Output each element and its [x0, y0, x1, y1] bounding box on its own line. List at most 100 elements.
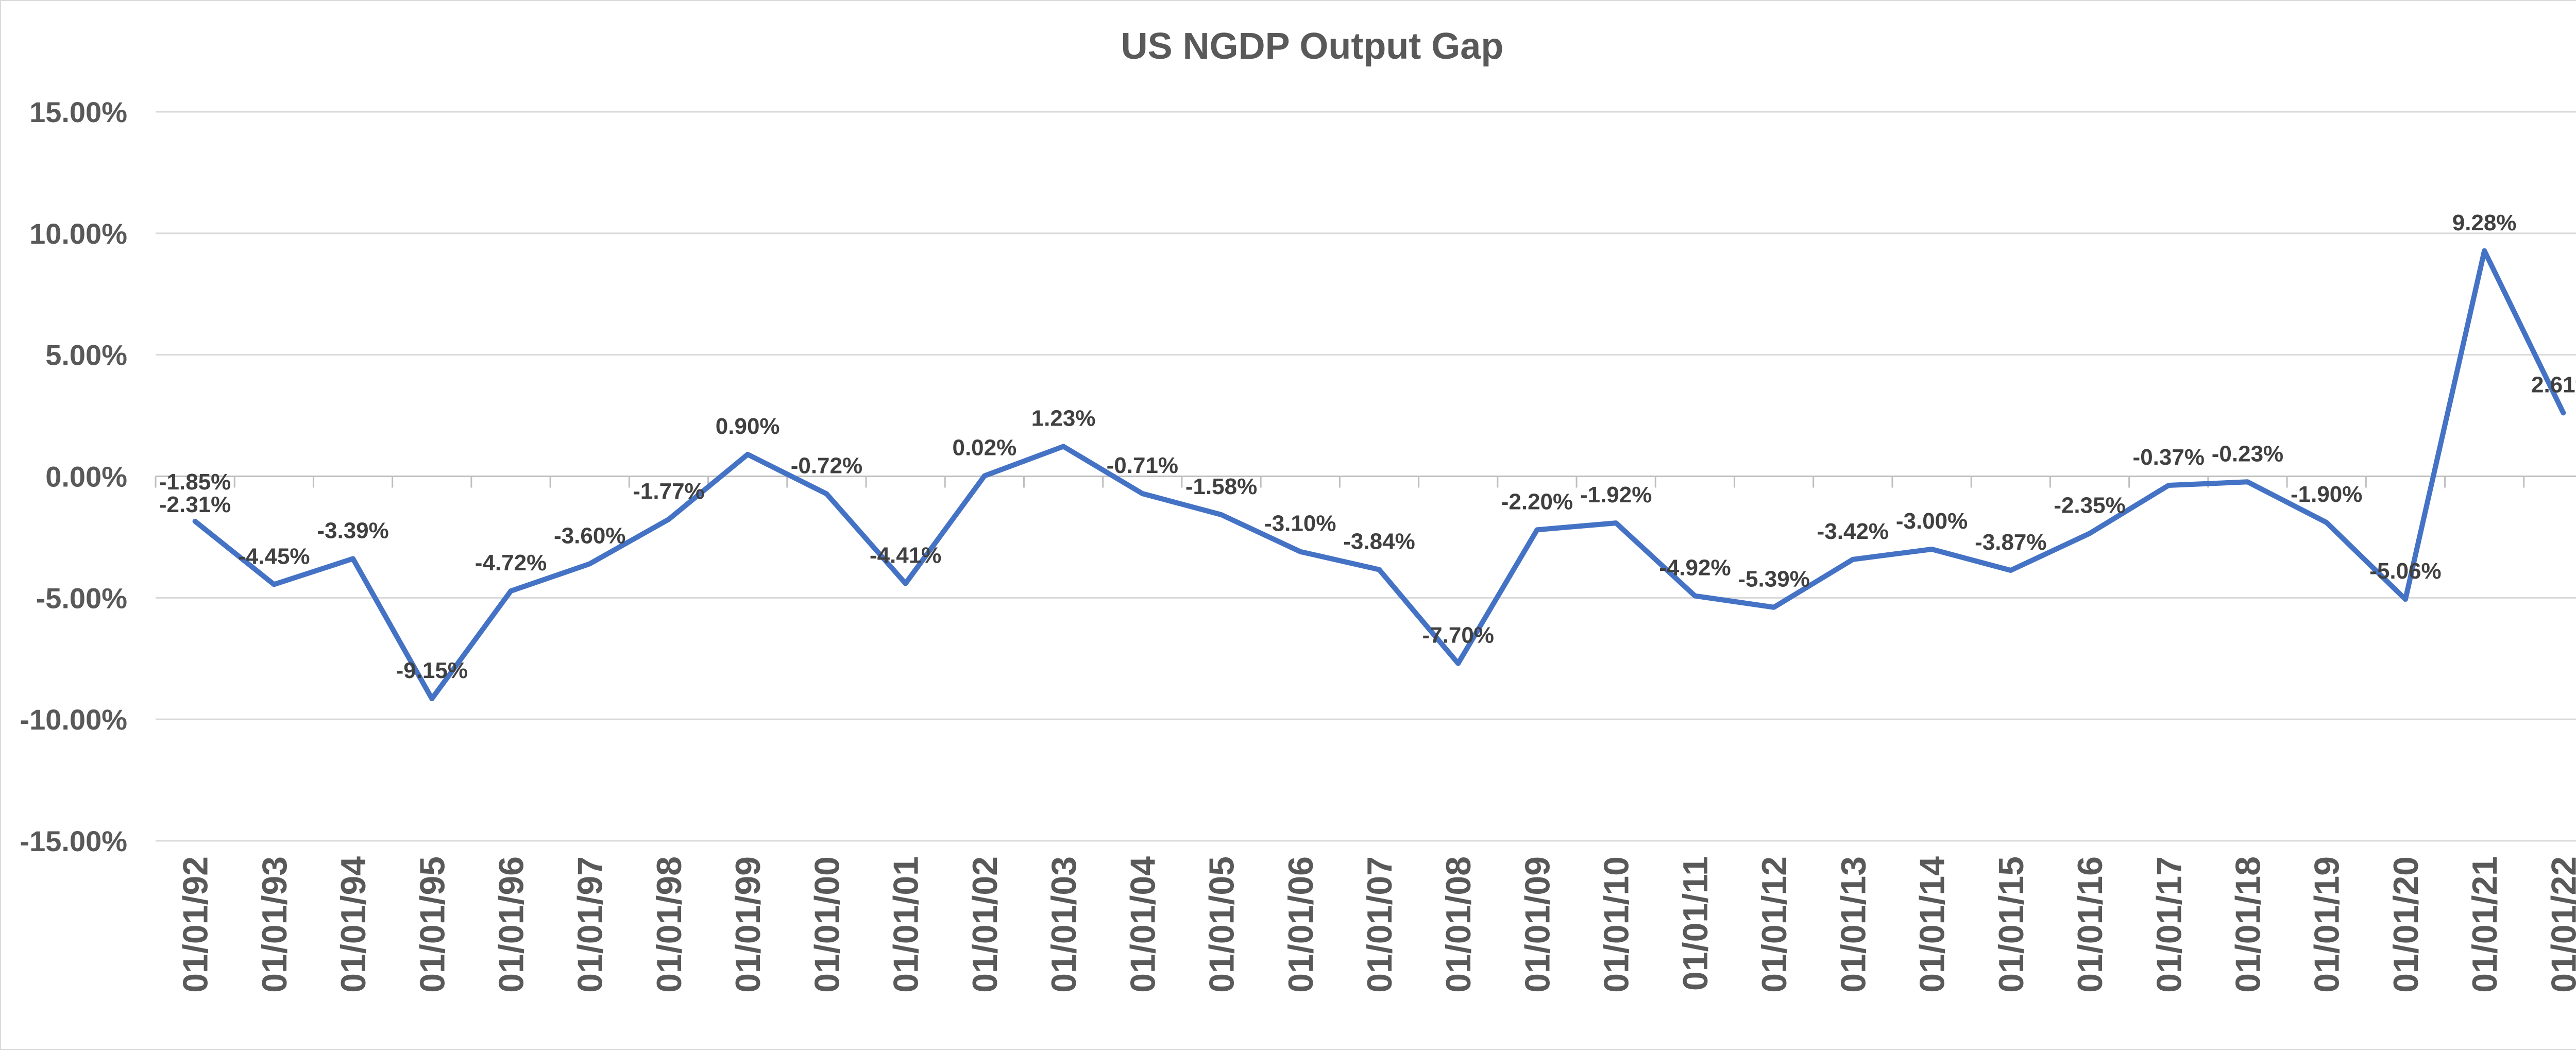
data-label: -0.71% [1107, 453, 1178, 478]
x-tick-label: 01/01/99 [728, 856, 768, 993]
data-label: -5.06% [2369, 558, 2441, 584]
x-tick-label: 01/01/16 [2071, 856, 2110, 993]
x-tick-label: 01/01/14 [1913, 856, 1952, 993]
data-label: -0.72% [791, 453, 862, 478]
data-label: 2.61% [2531, 372, 2576, 397]
data-point [2089, 533, 2091, 534]
x-tick-label: 01/01/04 [1123, 856, 1162, 993]
x-axis: 01/01/92 01/01/93 01/01/94 01/01/95 01/01/96… [155, 476, 2576, 993]
x-tick-label: 01/01/08 [1439, 856, 1478, 993]
data-label: -3.39% [317, 518, 388, 543]
data-point [1063, 446, 1064, 447]
data-point [2247, 481, 2248, 483]
x-tick-label: 01/01/10 [1597, 856, 1636, 993]
y-tick-label: 15.00% [29, 96, 127, 128]
data-label: -5.39% [1738, 567, 1809, 592]
data-label: 0.02% [952, 435, 1016, 461]
x-tick-label: 01/01/18 [2228, 856, 2267, 993]
x-tick-label: 01/01/03 [1044, 856, 1083, 993]
data-point [2563, 412, 2564, 414]
x-tick-label: 01/01/22 [2544, 856, 2576, 993]
y-tick-label: -15.00% [20, 825, 127, 857]
data-point [352, 558, 354, 560]
data-label: -3.87% [1975, 530, 2046, 555]
data-point [1694, 595, 1696, 597]
data-point [1221, 514, 1222, 516]
data-point [984, 475, 985, 477]
data-label-extra: -2.31% [159, 492, 231, 517]
data-point [2326, 522, 2327, 523]
data-label: -7.70% [1422, 623, 1494, 648]
x-tick-label: 01/01/98 [650, 856, 689, 993]
data-point [431, 698, 433, 700]
data-label: -4.72% [475, 550, 547, 575]
data-point [747, 454, 749, 455]
data-label: -3.42% [1817, 519, 1889, 544]
x-tick-label: 01/01/96 [492, 856, 531, 993]
data-label: 0.90% [716, 414, 780, 439]
x-tick-label: 01/01/07 [1360, 856, 1399, 993]
series-line [192, 248, 2566, 702]
x-tick-label: 01/01/92 [176, 856, 215, 993]
data-point [273, 584, 275, 585]
data-point [194, 520, 196, 522]
data-label: -1.77% [633, 479, 704, 504]
data-label: -0.37% [2133, 445, 2205, 470]
x-tick-label: 01/01/20 [2386, 856, 2426, 993]
data-label: -1.58% [1185, 474, 1257, 499]
x-tick-label: 01/01/17 [2149, 856, 2189, 993]
x-tick-label: 01/01/15 [1992, 856, 2031, 993]
x-tick-label: 01/01/93 [255, 856, 294, 993]
data-label: -4.92% [1659, 555, 1731, 581]
data-point [1379, 569, 1380, 570]
data-point [1773, 606, 1775, 608]
data-label: 1.23% [1031, 405, 1096, 431]
x-tick-label: 01/01/19 [2308, 856, 2347, 993]
data-point [1536, 529, 1538, 531]
data-labels: -1.85% -4.45% -3.39% -9.15% -4.72% -3.60% -1.7… [159, 210, 2576, 683]
y-tick-label: 0.00% [45, 461, 127, 493]
data-label: -3.00% [1896, 509, 1968, 534]
y-tick-label: -10.00% [20, 703, 127, 736]
data-label: -3.10% [1264, 511, 1336, 536]
data-point [2168, 484, 2170, 486]
x-tick-label: 01/01/06 [1281, 856, 1320, 993]
data-label: -4.45% [238, 544, 310, 569]
x-tick-label: 01/01/11 [1676, 856, 1715, 991]
x-tick-label: 01/01/94 [334, 856, 373, 993]
data-point [1142, 493, 1143, 494]
x-tick-label: 01/01/02 [965, 856, 1005, 993]
y-tick-label: 10.00% [29, 217, 127, 250]
gridlines [156, 111, 2576, 842]
data-label: -3.84% [1343, 529, 1415, 554]
x-tick-label: 01/01/01 [887, 856, 926, 993]
data-point [2404, 599, 2406, 600]
data-label: 9.28% [2452, 210, 2517, 235]
data-point [905, 583, 906, 584]
y-tick-label: 5.00% [45, 339, 127, 371]
data-point [668, 518, 669, 520]
data-label: -2.20% [1501, 489, 1573, 514]
data-point [1299, 551, 1301, 552]
data-label: -2.35% [2054, 493, 2125, 518]
y-axis: 15.00% 10.00% 5.00% 0.00% -5.00% -10.00% -15.0… [20, 96, 127, 857]
x-tick-label: 01/01/12 [1755, 856, 1794, 993]
data-label: -9.15% [396, 658, 468, 683]
series [192, 248, 2566, 702]
data-point [2010, 570, 2011, 571]
data-label: -1.92% [1580, 482, 1652, 507]
data-point [510, 590, 512, 592]
data-point [2484, 250, 2485, 251]
data-point [589, 563, 590, 565]
data-point [1852, 558, 1854, 560]
data-point [1458, 663, 1459, 664]
x-tick-label: 01/01/95 [413, 856, 452, 993]
data-label: -3.60% [554, 523, 625, 548]
data-point [1931, 549, 1933, 550]
x-tick-label: 01/01/13 [1834, 856, 1873, 993]
y-tick-label: -5.00% [36, 582, 127, 614]
data-point [826, 493, 827, 495]
data-label: -0.23% [2212, 441, 2283, 466]
